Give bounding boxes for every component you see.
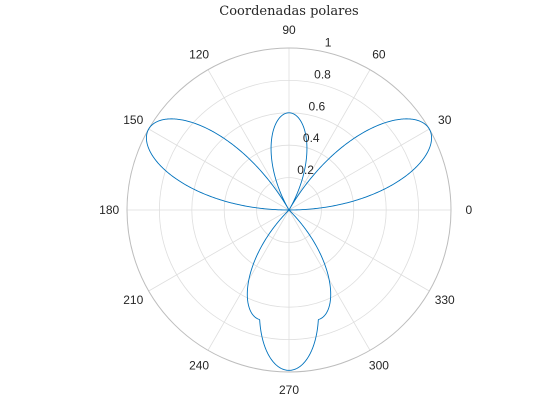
theta-gridline-30 [288,128,430,211]
theta-tick-label-180: 180 [99,203,119,217]
theta-gridline-60 [288,69,371,211]
r-gridline-0.4 [223,144,355,276]
r-tick-label-0.2: 0.2 [297,163,314,177]
r-tick-label-1: 1 [325,35,332,49]
series-line-0 [145,112,433,371]
outer-ring [126,47,452,373]
r-tick-label-0.6: 0.6 [309,99,326,113]
theta-tick-label-210: 210 [123,293,143,307]
theta-tick-label-330: 330 [435,293,455,307]
theta-tick-labels: 0 30 60 90 120 150 180 210 240 270 300 330 [99,23,472,397]
theta-tick-label-300: 300 [369,359,389,373]
theta-gridline-210 [148,209,290,292]
polar-grid [126,47,452,373]
theta-gridline-120 [207,69,290,211]
r-tick-label-0.8: 0.8 [314,67,331,81]
theta-tick-label-60: 60 [372,47,386,61]
theta-tick-label-0: 0 [465,203,472,217]
r-tick-label-0.4: 0.4 [303,131,320,145]
chart-title: Coordenadas polares [219,4,358,19]
polar-trace [145,112,433,371]
r-tick-labels: 0.2 0.4 0.6 0.8 1 [297,35,332,177]
r-gridline-0.8 [158,79,420,341]
theta-tick-label-120: 120 [189,47,209,61]
theta-tick-label-90: 90 [282,23,296,37]
theta-gridline-330 [288,209,430,292]
theta-tick-label-150: 150 [123,113,143,127]
r-gridline-0.2 [256,177,322,243]
theta-tick-label-240: 240 [189,359,209,373]
theta-tick-label-270: 270 [279,383,299,397]
theta-tick-label-30: 30 [438,113,452,127]
theta-gridline-150 [148,128,290,211]
